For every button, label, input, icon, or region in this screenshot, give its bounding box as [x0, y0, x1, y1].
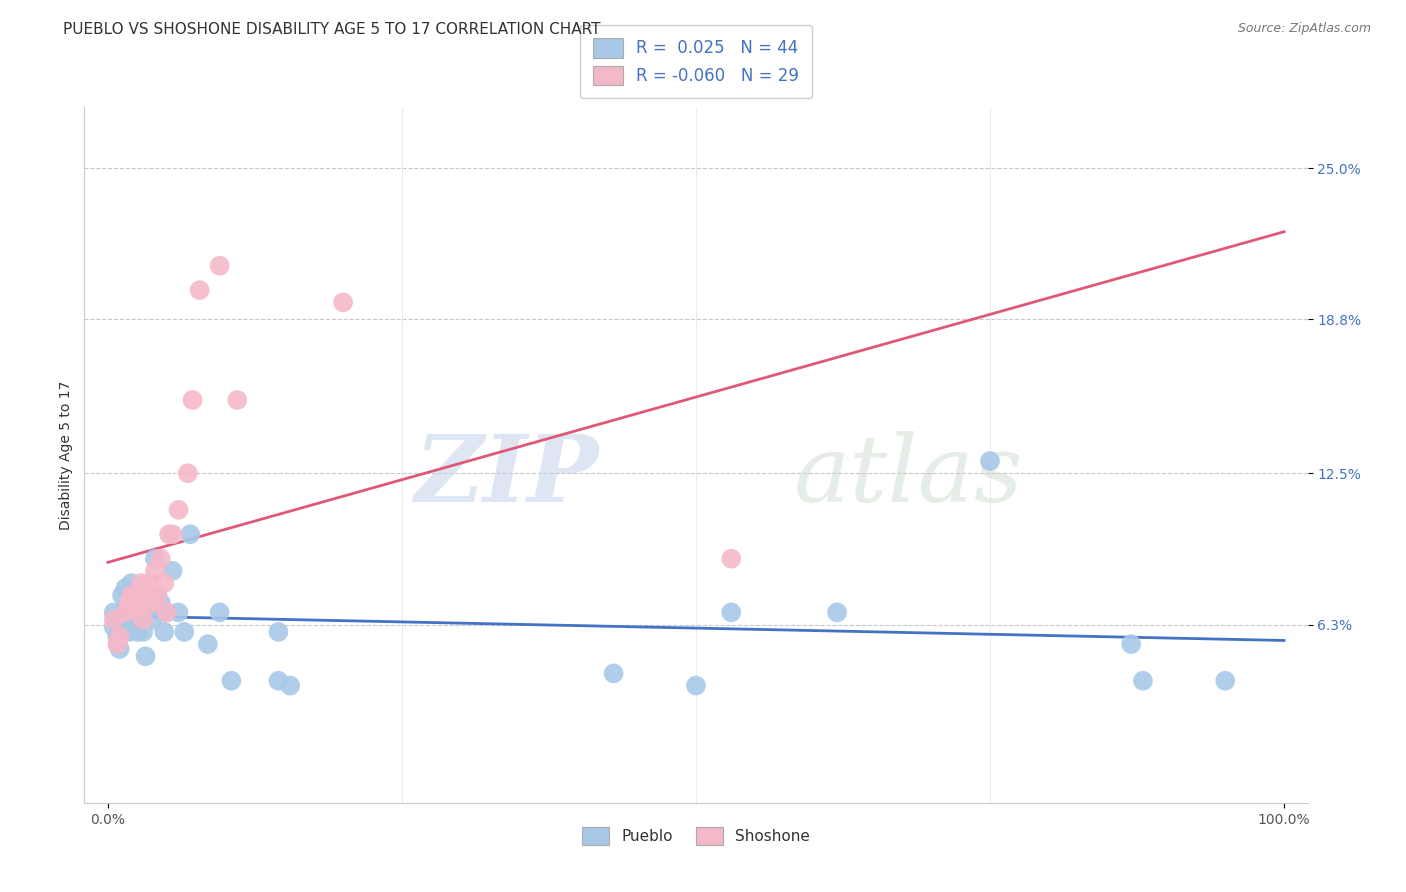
Point	[156, 606, 179, 620]
Point	[142, 613, 165, 627]
Point	[105, 630, 128, 644]
Point	[120, 576, 142, 591]
Point	[177, 467, 200, 481]
Point	[267, 673, 290, 688]
Point	[1213, 673, 1236, 688]
Point	[143, 564, 166, 578]
Point	[720, 606, 742, 620]
Text: PUEBLO VS SHOSHONE DISABILITY AGE 5 TO 17 CORRELATION CHART: PUEBLO VS SHOSHONE DISABILITY AGE 5 TO 1…	[63, 22, 600, 37]
Y-axis label: Disability Age 5 to 17: Disability Age 5 to 17	[59, 380, 73, 530]
Point	[135, 588, 157, 602]
Point	[127, 588, 149, 602]
Point	[142, 596, 165, 610]
Point	[111, 588, 134, 602]
Point	[120, 588, 142, 602]
Point	[221, 673, 243, 688]
Point	[118, 624, 141, 639]
Point	[157, 527, 180, 541]
Point	[118, 613, 141, 627]
Point	[108, 642, 131, 657]
Point	[129, 596, 152, 610]
Point	[162, 564, 184, 578]
Point	[226, 392, 249, 407]
Point	[129, 600, 152, 615]
Point	[153, 624, 176, 639]
Point	[118, 596, 141, 610]
Point	[162, 527, 184, 541]
Point	[1121, 637, 1143, 651]
Point	[138, 576, 160, 591]
Point	[167, 606, 190, 620]
Point	[138, 600, 160, 615]
Point	[103, 606, 125, 620]
Point	[1132, 673, 1154, 688]
Point	[132, 588, 155, 602]
Point	[208, 259, 231, 273]
Point	[167, 503, 190, 517]
Point	[127, 624, 149, 639]
Text: atlas: atlas	[794, 431, 1024, 521]
Point	[132, 613, 155, 627]
Point	[122, 596, 145, 610]
Point	[197, 637, 219, 651]
Point	[114, 600, 136, 615]
Point	[685, 679, 707, 693]
Point	[114, 581, 136, 595]
Point	[188, 283, 211, 297]
Point	[108, 630, 131, 644]
Point	[179, 527, 201, 541]
Point	[146, 588, 169, 602]
Point	[103, 613, 125, 627]
Point	[267, 624, 290, 639]
Point	[208, 606, 231, 620]
Point	[602, 666, 624, 681]
Point	[979, 454, 1001, 468]
Point	[278, 679, 301, 693]
Point	[146, 588, 169, 602]
Point	[127, 588, 149, 602]
Text: Source: ZipAtlas.com: Source: ZipAtlas.com	[1237, 22, 1371, 36]
Point	[332, 295, 354, 310]
Point	[135, 649, 157, 664]
Point	[156, 606, 179, 620]
Point	[129, 613, 152, 627]
Point	[720, 551, 742, 566]
Text: ZIP: ZIP	[413, 431, 598, 521]
Point	[122, 600, 145, 615]
Point	[143, 551, 166, 566]
Point	[103, 620, 125, 634]
Point	[105, 637, 128, 651]
Point	[149, 551, 172, 566]
Point	[181, 392, 204, 407]
Legend: Pueblo, Shoshone: Pueblo, Shoshone	[575, 821, 817, 851]
Point	[114, 606, 136, 620]
Point	[153, 576, 176, 591]
Point	[132, 624, 155, 639]
Point	[129, 576, 152, 591]
Point	[173, 624, 195, 639]
Point	[122, 613, 145, 627]
Point	[825, 606, 848, 620]
Point	[149, 596, 172, 610]
